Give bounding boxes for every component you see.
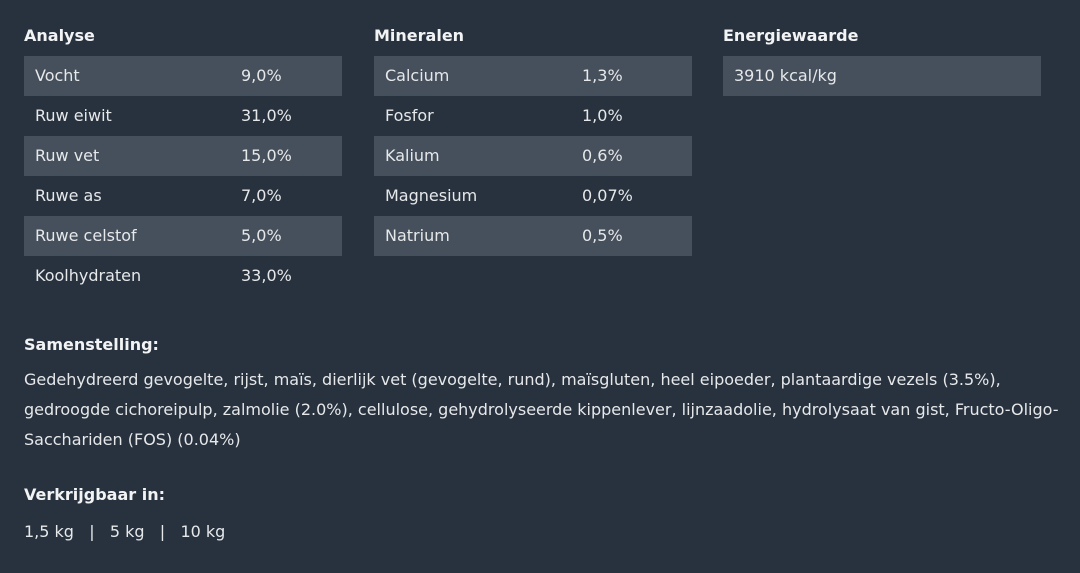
column-title: Mineralen [374,26,465,45]
composition-text: Gedehydreerd gevogelte, rijst, maïs, die… [24,370,1059,449]
row-label: Ruwe as [35,186,102,205]
row-label: Kalium [385,146,440,165]
row-value: 7,0% [241,186,282,205]
table-row: Kalium 0,6% [374,136,692,176]
row-label: Ruwe celstof [35,226,137,245]
table-column: Analyse Vocht 9,0% Ruw eiwit 31,0% Ruw vet 15,… [24,24,342,296]
row-value: 9,0% [241,66,282,85]
row-value: 1,3% [582,66,623,85]
row-label: Ruw vet [35,146,100,165]
row-label: Magnesium [385,186,478,205]
row-value: 0,07% [582,186,633,205]
row-value: 1,0% [582,106,623,125]
composition-title: Samenstelling: [24,335,159,354]
row-value: 0,6% [582,146,623,165]
table-column: Energiewaarde 3910 kcal/kg [723,24,1041,96]
row-label: Vocht [35,66,80,85]
table-row: Calcium 1,3% [374,56,692,96]
row-label: Fosfor [385,106,434,125]
column-title: Energiewaarde [723,26,859,45]
row-value: 31,0% [241,106,292,125]
row-label: 3910 kcal/kg [734,66,837,85]
table-row: Ruw vet 15,0% [24,136,342,176]
table-row: Koolhydraten 33,0% [24,256,342,296]
table-row: Ruw eiwit 31,0% [24,96,342,136]
availability: Verkrijgbaar in: 1,5 kg | 5 kg | 10 kg [24,483,225,547]
table-row: Ruwe as 7,0% [24,176,342,216]
row-label: Koolhydraten [35,266,142,285]
table-row: Fosfor 1,0% [374,96,692,136]
composition: Samenstelling: Gedehydreerd gevogelte, r… [24,333,1064,455]
row-value: 33,0% [241,266,292,285]
row-value: 0,5% [582,226,623,245]
row-value: 15,0% [241,146,292,165]
table-row: Ruwe celstof 5,0% [24,216,342,256]
availability-title: Verkrijgbaar in: [24,485,165,504]
column-title: Analyse [24,26,95,45]
row-label: Calcium [385,66,450,85]
table-row: 3910 kcal/kg [723,56,1041,96]
table-row: Magnesium 0,07% [374,176,692,216]
row-value: 5,0% [241,226,282,245]
table-row: Natrium 0,5% [374,216,692,256]
table-row: Vocht 9,0% [24,56,342,96]
availability-sizes: 1,5 kg | 5 kg | 10 kg [24,522,226,541]
row-label: Ruw eiwit [35,106,112,125]
table-column: Mineralen Calcium 1,3% Fosfor 1,0% Kalium 0,6%… [374,24,692,256]
row-label: Natrium [385,226,450,245]
